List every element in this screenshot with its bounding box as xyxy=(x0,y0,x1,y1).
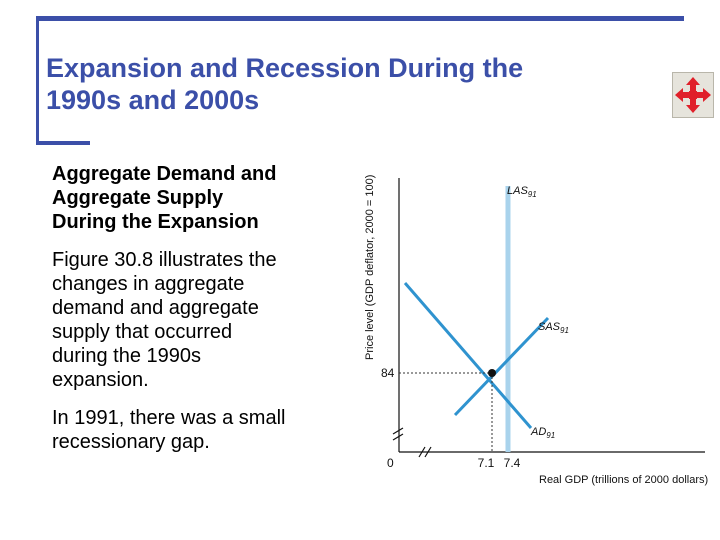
x-tick-7-1: 7.1 xyxy=(478,456,495,470)
ad-label: AD91 xyxy=(530,426,555,440)
origin-label: 0 xyxy=(387,456,394,470)
para1-line: demand and aggregate xyxy=(52,297,259,319)
title-line-2: 1990s and 2000s xyxy=(46,85,260,115)
y-tick-84: 84 xyxy=(381,366,395,380)
para1-line: expansion. xyxy=(52,369,149,391)
para2-line: recessionary gap. xyxy=(52,431,210,453)
sas-label: SAS91 xyxy=(538,321,569,335)
x-tick-7-4: 7.4 xyxy=(504,456,521,470)
x-axis-label: Real GDP (trillions of 2000 dollars) xyxy=(539,474,708,486)
y-axis-label: Price level (GDP deflator, 2000 = 100) xyxy=(364,175,376,360)
paragraph-expansion: Figure 30.8 illustrates the changes in a… xyxy=(52,248,342,392)
paragraph-recession: In 1991, there was a small recessionary … xyxy=(52,406,342,454)
para1-line: Figure 30.8 illustrates the xyxy=(52,249,277,271)
para1-line: during the 1990s xyxy=(52,345,202,367)
para1-line: supply that occurred xyxy=(52,321,233,343)
ad-as-chart: Price level (GDP deflator, 2000 = 100) 8… xyxy=(364,175,708,486)
para1-line: changes in aggregate xyxy=(52,273,245,295)
sas-curve xyxy=(453,316,550,417)
subheading: Aggregate Demand and Aggregate Supply Du… xyxy=(52,162,342,234)
title-line-1: Expansion and Recession During the xyxy=(46,53,524,83)
ad-curve xyxy=(403,282,533,429)
text-column: Aggregate Demand and Aggregate Supply Du… xyxy=(52,162,342,468)
frame-left-bar xyxy=(36,16,39,144)
para2-line: In 1991, there was a small xyxy=(52,407,286,429)
slide-title: Expansion and Recession During the 1990s… xyxy=(46,52,646,116)
subhead-line-1: Aggregate Demand and xyxy=(52,163,277,185)
x-axis-break xyxy=(418,446,432,458)
subhead-line-3: During the Expansion xyxy=(52,211,259,233)
subhead-line-2: Aggregate Supply xyxy=(52,187,224,209)
equilibrium-point xyxy=(488,369,496,377)
las-label: LAS91 xyxy=(507,185,537,199)
y-axis-break xyxy=(392,427,404,441)
move-arrows-icon[interactable] xyxy=(672,72,714,118)
frame-bottom-bar xyxy=(36,141,90,145)
frame-top-bar xyxy=(36,16,684,21)
